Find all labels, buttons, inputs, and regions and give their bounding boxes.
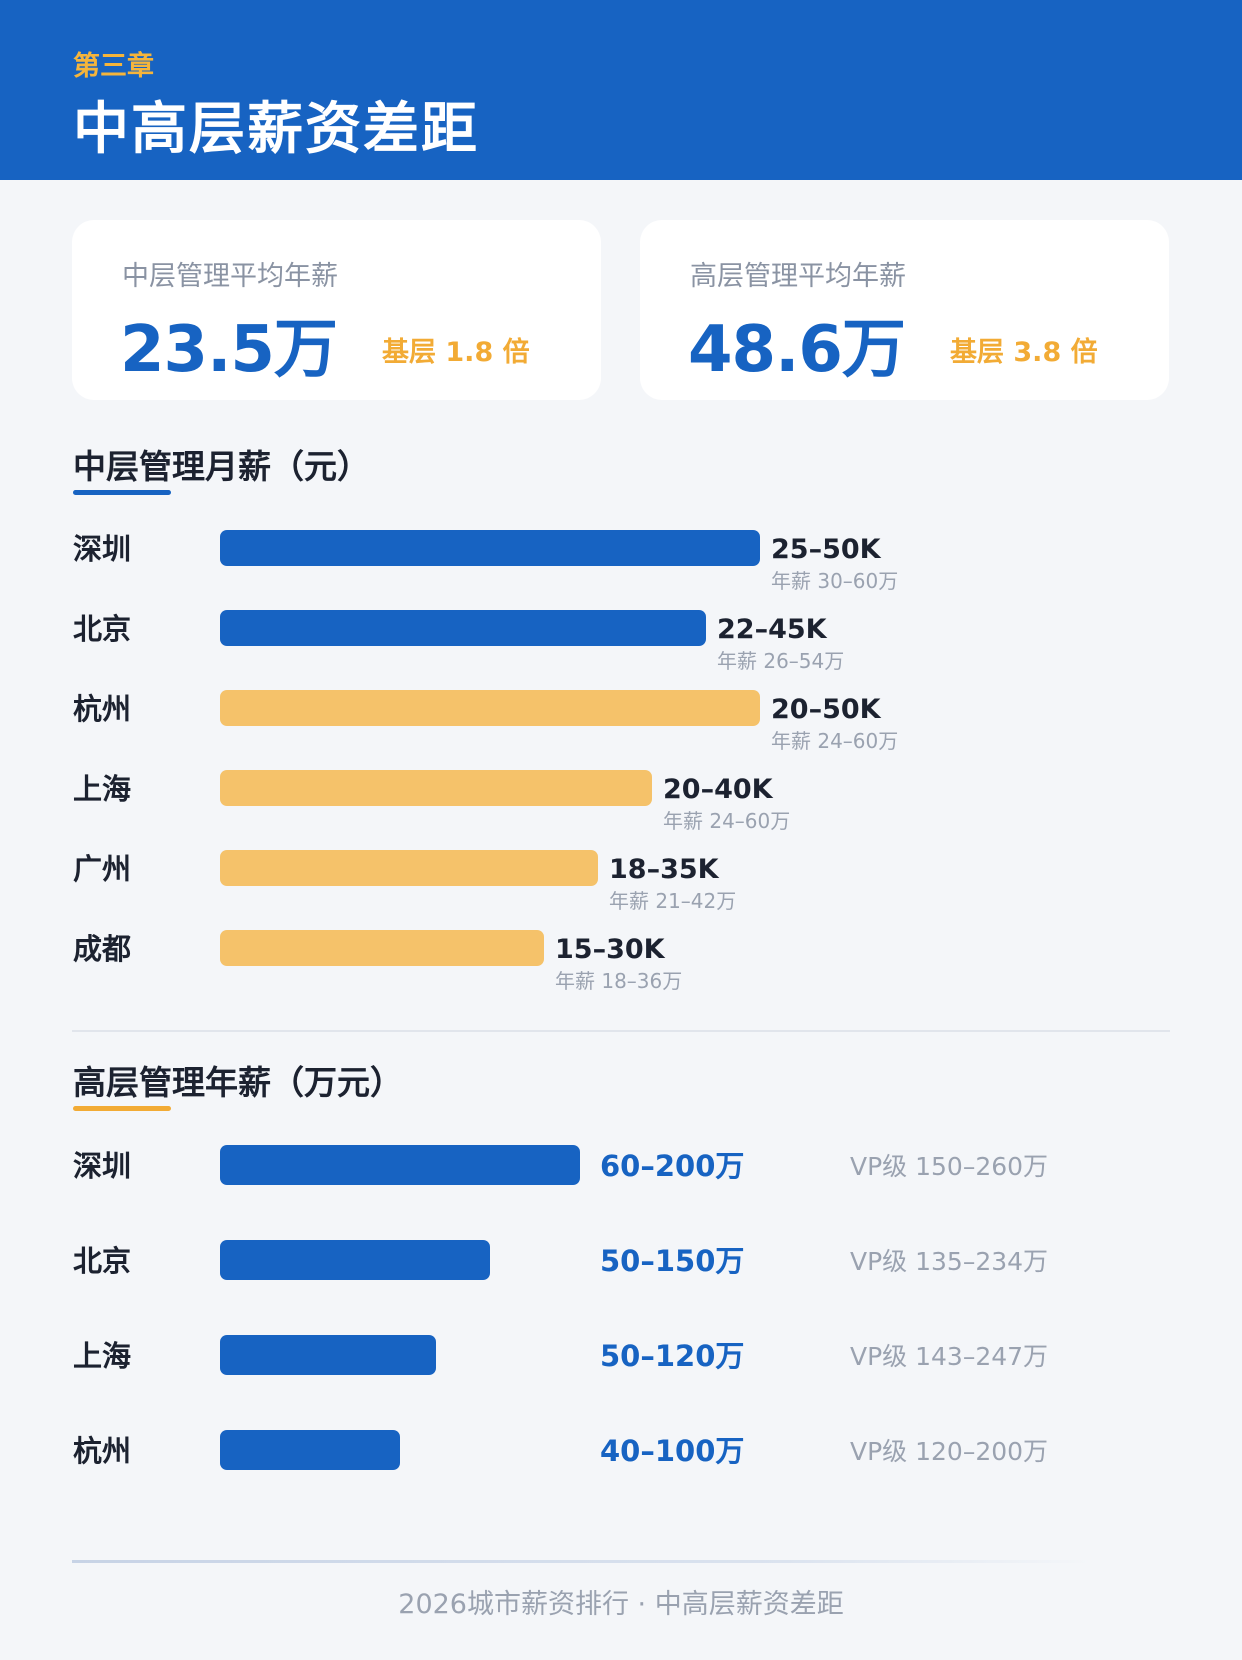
chapter-label: 第三章 bbox=[73, 51, 154, 82]
vp-range-label: VP级 150–260万 bbox=[850, 1152, 1048, 1181]
salary-bar bbox=[220, 690, 760, 726]
senior-level-card-multiple: 基层 3.8 倍 bbox=[950, 337, 1098, 368]
city-label: 上海 bbox=[73, 1339, 131, 1373]
mid-level-card-value: 23.5万 bbox=[120, 313, 338, 387]
annual-range-label: 40–100万 bbox=[600, 1434, 744, 1468]
mid-level-summary-card: 中层管理平均年薪 23.5万 基层 1.8 倍 bbox=[72, 220, 601, 400]
senior-level-title-underline bbox=[73, 1106, 171, 1111]
annual-range-label: 60–200万 bbox=[600, 1149, 744, 1183]
footer-divider bbox=[72, 1560, 1092, 1563]
city-label: 北京 bbox=[73, 612, 131, 646]
senior-level-card-label: 高层管理平均年薪 bbox=[690, 261, 906, 292]
page-title: 中高层薪资差距 bbox=[73, 97, 479, 162]
senior-level-card-value: 48.6万 bbox=[688, 313, 906, 387]
city-label: 北京 bbox=[73, 1244, 131, 1278]
monthly-range-label: 20–40K bbox=[663, 774, 774, 805]
senior-level-summary-card: 高层管理平均年薪 48.6万 基层 3.8 倍 bbox=[640, 220, 1169, 400]
salary-bar bbox=[220, 770, 652, 806]
mid-level-title-underline bbox=[73, 490, 171, 495]
section-divider bbox=[72, 1030, 1170, 1032]
annual-range-label: 50–120万 bbox=[600, 1339, 744, 1373]
annual-range-label: 年薪 30–60万 bbox=[771, 569, 898, 593]
vp-range-label: VP级 143–247万 bbox=[850, 1342, 1048, 1371]
monthly-range-label: 18–35K bbox=[609, 854, 720, 885]
salary-bar bbox=[220, 530, 760, 566]
annual-range-label: 50–150万 bbox=[600, 1244, 744, 1278]
footer-caption: 2026城市薪资排行 · 中高层薪资差距 bbox=[398, 1589, 844, 1620]
monthly-range-label: 25–50K bbox=[771, 534, 882, 565]
header-banner: 第三章 中高层薪资差距 bbox=[0, 0, 1242, 180]
monthly-range-label: 15–30K bbox=[555, 934, 666, 965]
mid-level-card-label: 中层管理平均年薪 bbox=[122, 261, 338, 292]
salary-bar bbox=[220, 1145, 580, 1185]
monthly-range-label: 22–45K bbox=[717, 614, 828, 645]
salary-bar bbox=[220, 1335, 436, 1375]
vp-range-label: VP级 120–200万 bbox=[850, 1437, 1048, 1466]
mid-level-chart-title: 中层管理月薪（元） bbox=[73, 447, 370, 486]
city-label: 深圳 bbox=[73, 1149, 131, 1183]
annual-range-label: 年薪 21–42万 bbox=[609, 889, 736, 913]
mid-level-card-multiple: 基层 1.8 倍 bbox=[382, 337, 530, 368]
annual-range-label: 年薪 18–36万 bbox=[555, 969, 682, 993]
monthly-range-label: 20–50K bbox=[771, 694, 882, 725]
city-label: 杭州 bbox=[73, 1434, 131, 1468]
annual-range-label: 年薪 26–54万 bbox=[717, 649, 844, 673]
salary-bar bbox=[220, 610, 706, 646]
salary-bar bbox=[220, 1430, 400, 1470]
annual-range-label: 年薪 24–60万 bbox=[663, 809, 790, 833]
city-label: 广州 bbox=[73, 852, 131, 886]
vp-range-label: VP级 135–234万 bbox=[850, 1247, 1048, 1276]
senior-level-chart-title: 高层管理年薪（万元） bbox=[73, 1063, 403, 1102]
salary-bar bbox=[220, 850, 598, 886]
salary-bar bbox=[220, 930, 544, 966]
city-label: 深圳 bbox=[73, 532, 131, 566]
city-label: 上海 bbox=[73, 772, 131, 806]
annual-range-label: 年薪 24–60万 bbox=[771, 729, 898, 753]
salary-bar bbox=[220, 1240, 490, 1280]
city-label: 成都 bbox=[73, 932, 131, 966]
city-label: 杭州 bbox=[73, 692, 131, 726]
